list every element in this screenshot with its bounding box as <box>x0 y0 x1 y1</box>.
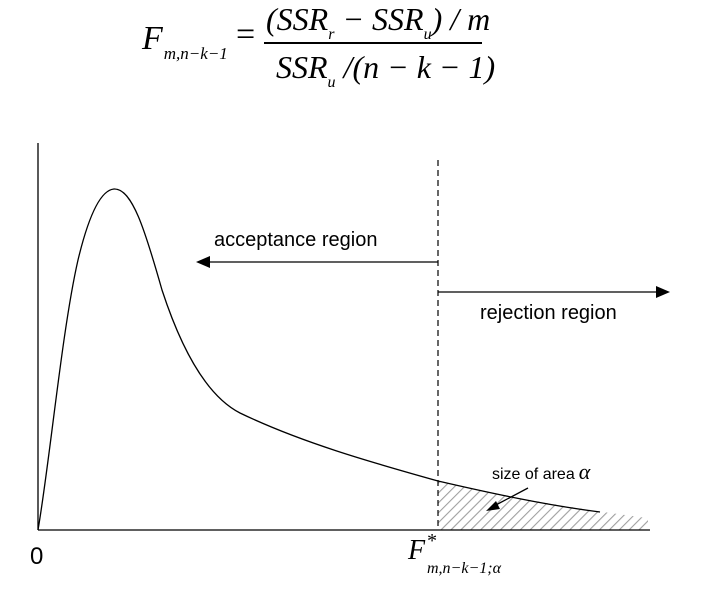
acceptance-region-label: acceptance region <box>214 229 378 251</box>
f-statistic-formula: Fm,n−k−1 = (SSRr − SSRu) / m SSRu /(n − … <box>0 0 704 100</box>
formula-denominator-start: SSR <box>276 49 328 85</box>
formula-numerator-end: ) / m <box>431 1 491 37</box>
formula-equals: = <box>236 16 256 53</box>
formula-lhs-subscript: m,n−k−1 <box>163 44 228 63</box>
formula-denominator-end: /(n − k − 1) <box>335 49 496 85</box>
formula-denominator-sub-u: u <box>327 74 336 91</box>
formula-numerator-start: (SSR <box>266 1 329 37</box>
formula-denominator: SSRu /(n − k − 1) <box>276 50 495 91</box>
critical-value-symbol: F <box>408 535 426 566</box>
formula-numerator: (SSRr − SSRu) / m <box>266 2 490 43</box>
fraction-bar <box>264 42 482 44</box>
formula-lhs-symbol: F <box>142 20 163 57</box>
alpha-symbol: α <box>578 459 591 484</box>
critical-value-superscript: * <box>426 530 437 552</box>
critical-value-label: F* m,n−k−1;α <box>408 530 501 577</box>
rejection-arrow-head <box>656 286 670 298</box>
formula-lhs: Fm,n−k−1 <box>142 20 228 64</box>
area-size-label: size of area α <box>492 459 591 485</box>
critical-value-subscript: m,n−k−1;α <box>427 560 501 577</box>
formula-numerator-mid: − SSR <box>334 1 424 37</box>
origin-label: 0 <box>30 543 44 570</box>
area-pointer-head <box>486 501 500 511</box>
area-pointer-line <box>493 487 529 507</box>
acceptance-arrow-head <box>196 256 210 268</box>
formula-numerator-sub-u: u <box>423 26 432 43</box>
area-size-text: size of area <box>492 466 575 483</box>
formula-numerator-sub-r: r <box>328 26 335 43</box>
rejection-region-label: rejection region <box>480 302 617 324</box>
